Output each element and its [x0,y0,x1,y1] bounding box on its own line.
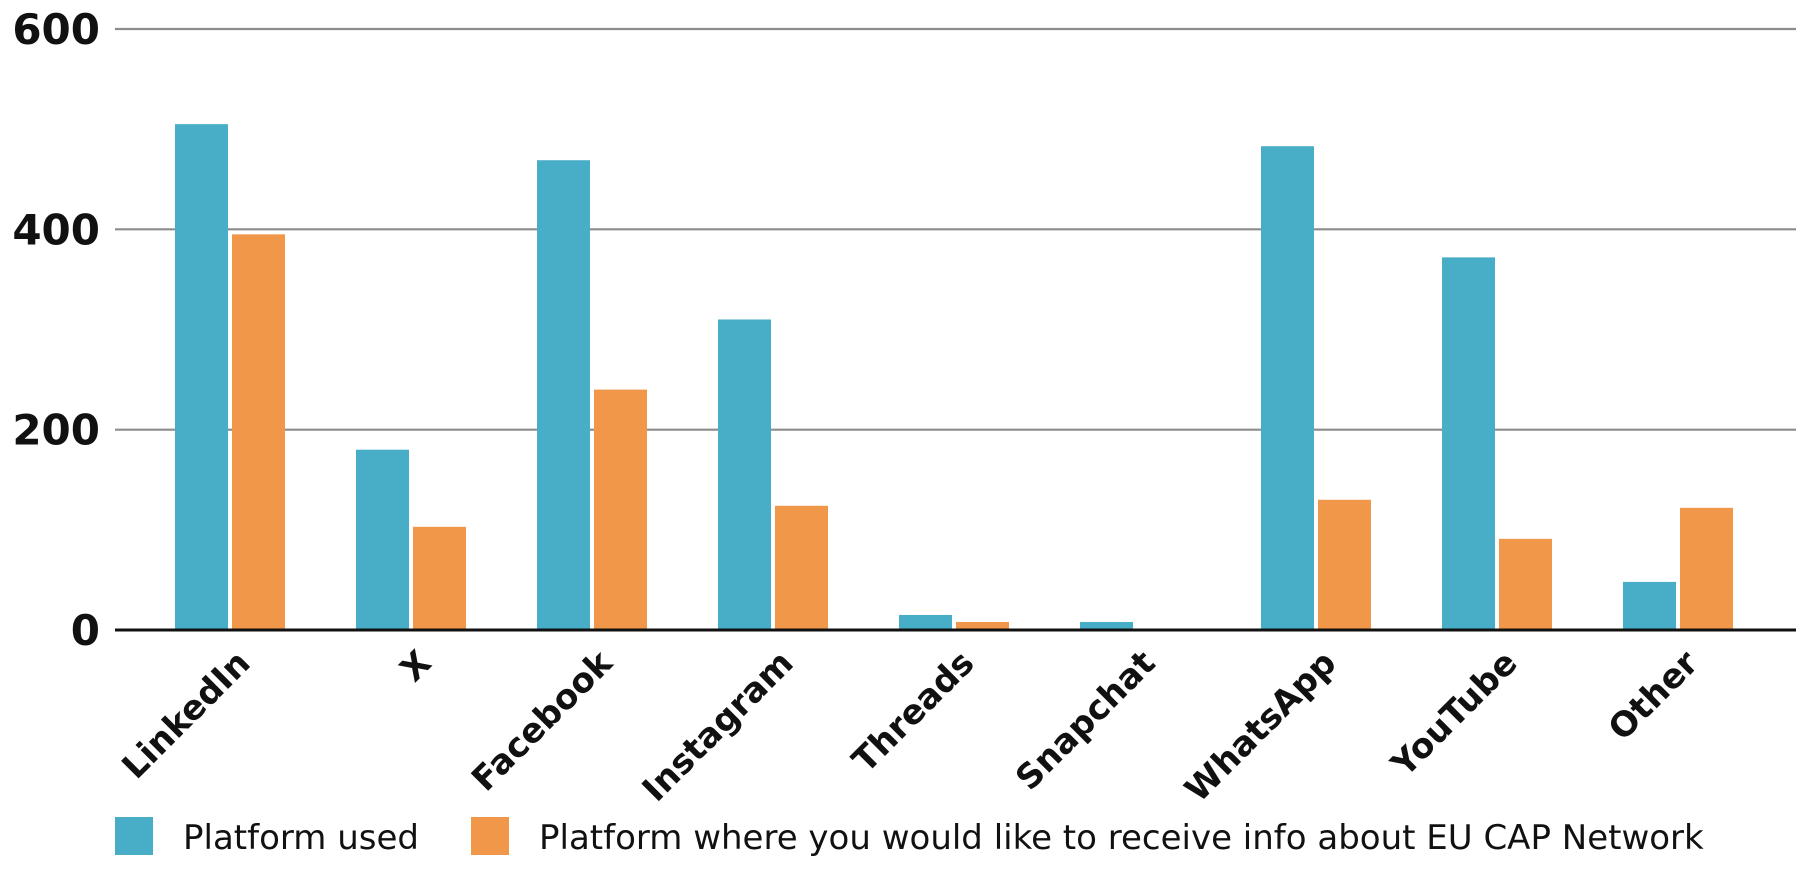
x-tick-label: Other [1601,643,1707,749]
x-tick-label: WhatsApp [1177,643,1344,810]
bar-platform-preferred-other [1680,507,1733,630]
bar-platform-used-whatsapp [1261,146,1314,630]
bar-platform-preferred-facebook [594,389,647,630]
legend-label: Platform used [183,818,419,858]
bar-platform-used-instagram [718,319,771,630]
x-tick-label: Snapchat [1008,643,1163,798]
bar-platform-used-linkedin [175,124,228,631]
bar-platform-used-youtube [1442,257,1495,630]
x-tick-label: YouTube [1383,643,1525,785]
legend: Platform used Platform where you would li… [115,817,1704,858]
gridlines [115,27,1796,431]
x-tick-label: Facebook [464,642,621,799]
x-tick-label: Threads [845,643,983,781]
bar-platform-preferred-threads [956,621,1009,630]
x-tick-label: X [393,643,440,690]
bar-platform-used-snapchat [1080,621,1133,630]
bar-platform-preferred-linkedin [232,234,285,630]
y-tick-label: 200 [12,406,100,455]
y-axis-tick-labels: 0 200 400 600 [12,5,100,655]
bar-platform-preferred-x [413,526,466,630]
x-tick-label: LinkedIn [114,643,258,787]
y-tick-label: 600 [12,5,100,54]
bar-platform-preferred-whatsapp [1318,499,1371,630]
bar-platform-used-facebook [537,160,590,631]
bar-platform-used-x [356,449,409,630]
bars [175,124,1733,631]
x-tick-label: Instagram [635,643,802,810]
bar-platform-preferred-instagram [775,505,828,630]
legend-swatch [115,817,153,855]
y-tick-label: 400 [12,205,100,254]
bar-platform-used-other [1623,581,1676,630]
legend-label: Platform where you would like to receive… [539,818,1704,858]
y-tick-label: 0 [71,606,100,655]
legend-swatch [471,817,509,855]
x-axis-category-labels: LinkedIn X Facebook Instagram Threads Snapcha… [114,642,1706,810]
bar-platform-preferred-youtube [1499,538,1552,630]
bar-platform-used-threads [899,614,952,630]
